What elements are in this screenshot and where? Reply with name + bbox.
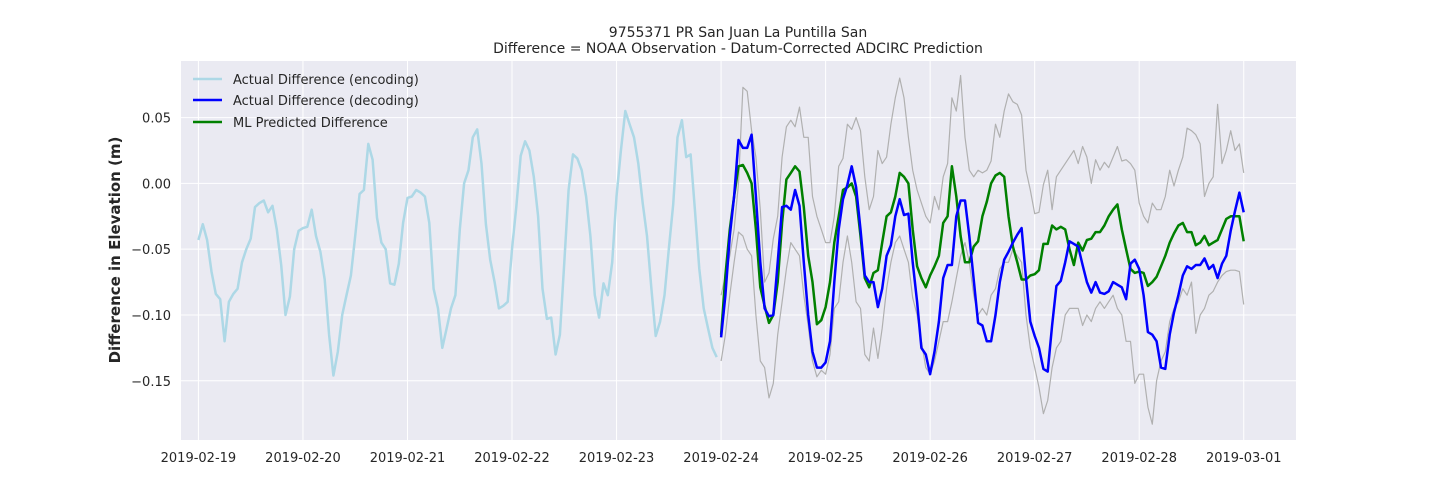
x-tick-label: 2019-02-19 xyxy=(161,451,237,466)
x-axis-ticks: 2019-02-19 2019-02-20 2019-02-21 2019-02-22… xyxy=(161,451,1282,466)
y-tick-label: −0.10 xyxy=(131,309,171,324)
chart-subtitle: Difference = NOAA Observation - Datum-Co… xyxy=(493,41,983,57)
x-tick-label: 2019-02-22 xyxy=(474,451,550,466)
chart-title: 9755371 PR San Juan La Puntilla San xyxy=(609,25,867,41)
series-line-decoding xyxy=(719,133,1245,376)
x-tick-label: 2019-02-25 xyxy=(788,451,864,466)
legend-label-decoding: Actual Difference (decoding) xyxy=(233,94,419,109)
y-axis-label: Difference in Elevation (m) xyxy=(106,137,124,364)
x-tick-label: 2019-02-28 xyxy=(1101,451,1177,466)
y-tick-label: −0.15 xyxy=(131,375,171,390)
x-tick-label: 2019-02-24 xyxy=(683,451,759,466)
series-line-upper-band xyxy=(720,74,1245,296)
x-tick-label: 2019-02-27 xyxy=(997,451,1073,466)
y-axis-ticks: 0.05 0.00 −0.05 −0.10 −0.15 xyxy=(131,112,171,390)
x-tick-label: 2019-02-20 xyxy=(265,451,341,466)
y-tick-label: 0.00 xyxy=(142,177,171,192)
x-tick-label: 2019-03-01 xyxy=(1206,451,1282,466)
legend-label-encoding: Actual Difference (encoding) xyxy=(233,73,419,88)
series-line-encoding xyxy=(197,109,718,377)
legend: Actual Difference (encoding) Actual Diff… xyxy=(193,73,419,131)
x-tick-label: 2019-02-23 xyxy=(579,451,655,466)
legend-label-predicted: ML Predicted Difference xyxy=(233,116,388,131)
plot-area xyxy=(181,61,1296,440)
y-tick-label: −0.05 xyxy=(131,243,171,258)
grid xyxy=(181,61,1296,440)
x-tick-label: 2019-02-21 xyxy=(370,451,446,466)
x-tick-label: 2019-02-26 xyxy=(892,451,968,466)
series-line-predicted xyxy=(719,163,1245,335)
series-layer xyxy=(197,74,1245,425)
y-tick-label: 0.05 xyxy=(142,112,171,127)
